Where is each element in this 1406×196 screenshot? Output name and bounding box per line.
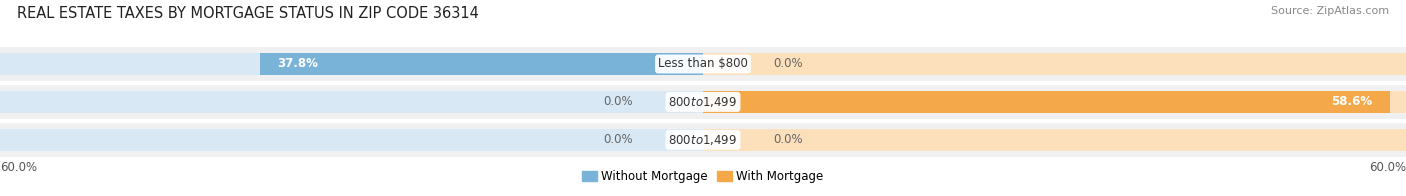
Text: 0.0%: 0.0% [773,133,803,146]
Text: 0.0%: 0.0% [603,133,633,146]
Text: REAL ESTATE TAXES BY MORTGAGE STATUS IN ZIP CODE 36314: REAL ESTATE TAXES BY MORTGAGE STATUS IN … [17,6,479,21]
Text: 58.6%: 58.6% [1331,95,1372,108]
Text: 60.0%: 60.0% [0,161,37,174]
Text: 0.0%: 0.0% [773,57,803,71]
Text: $800 to $1,499: $800 to $1,499 [668,133,738,147]
Text: 0.0%: 0.0% [603,95,633,108]
Bar [703,53,1406,75]
Bar [703,91,1406,113]
Bar [0,91,703,113]
Text: Less than $800: Less than $800 [658,57,748,71]
Bar [703,91,1389,113]
Bar [0,53,703,75]
Bar [0,85,1406,119]
Text: 37.8%: 37.8% [278,57,319,71]
Bar [260,53,703,75]
Text: Source: ZipAtlas.com: Source: ZipAtlas.com [1271,6,1389,16]
Bar [0,123,1406,157]
Text: $800 to $1,499: $800 to $1,499 [668,95,738,109]
Legend: Without Mortgage, With Mortgage: Without Mortgage, With Mortgage [578,165,828,188]
Text: 60.0%: 60.0% [1369,161,1406,174]
Bar [0,47,1406,81]
Bar [0,129,703,151]
Bar [703,129,1406,151]
